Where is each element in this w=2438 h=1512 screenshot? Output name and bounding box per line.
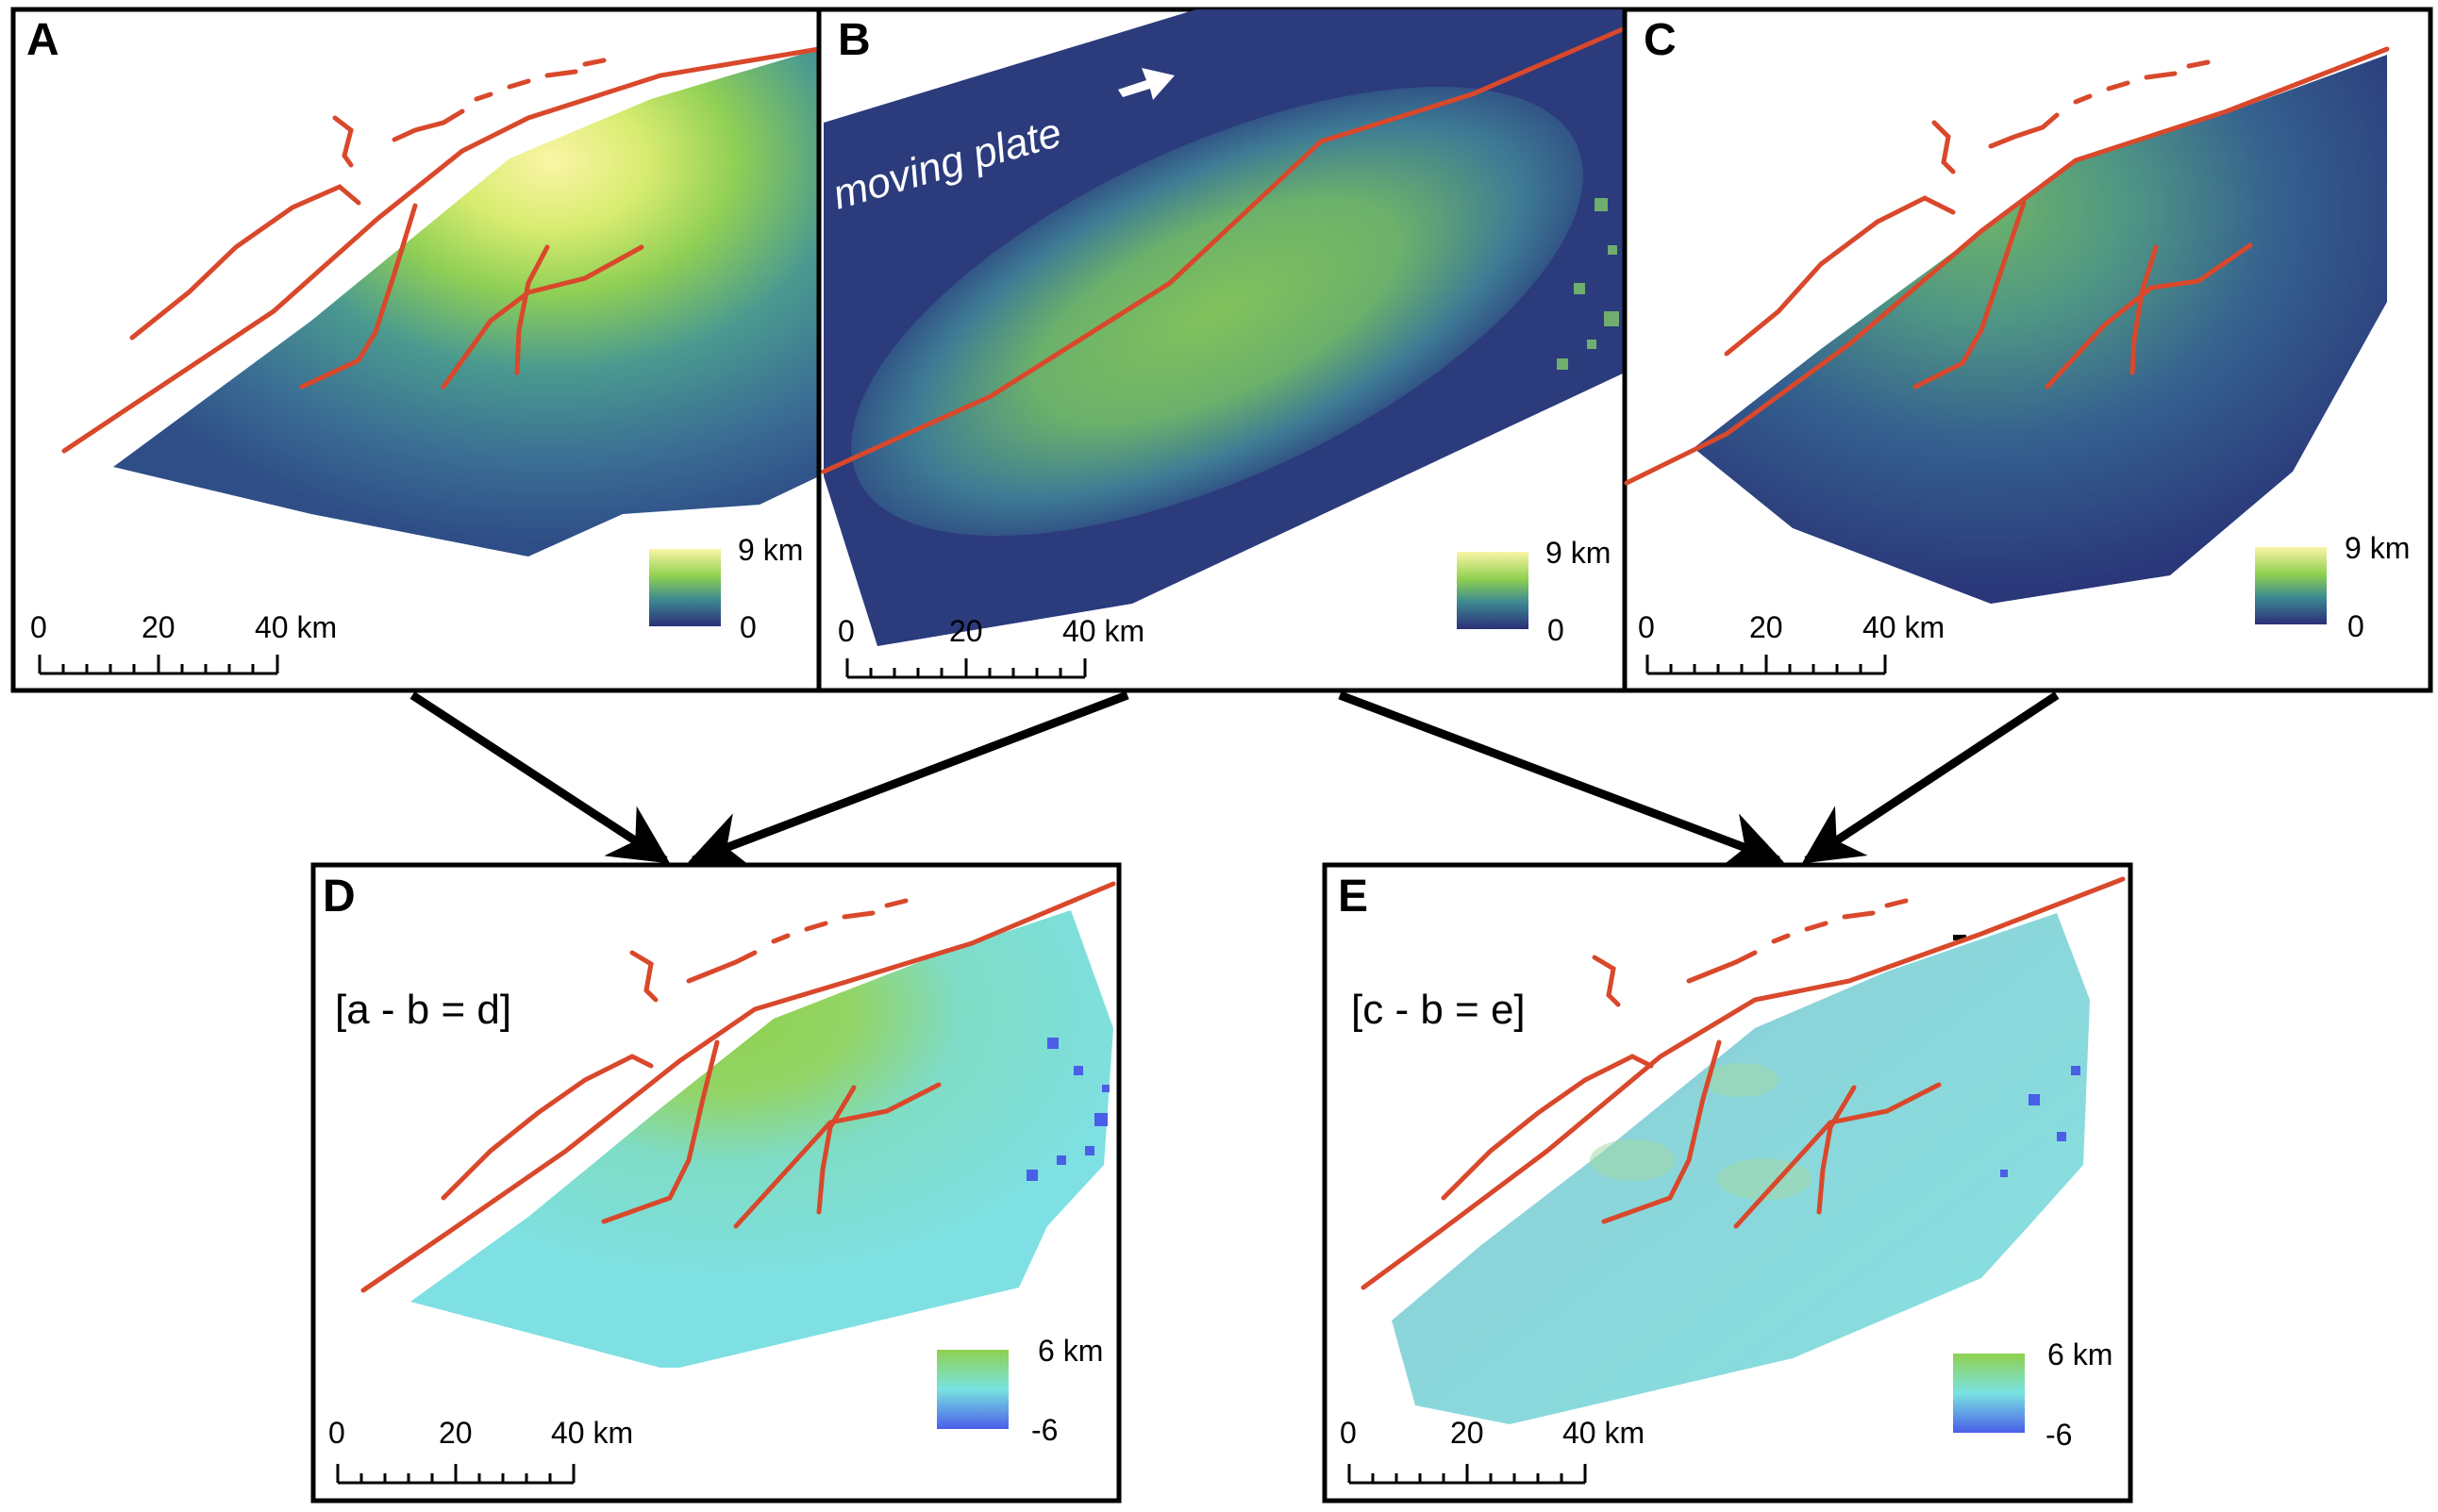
panel-b-legend-max: 9 km xyxy=(1545,536,1611,570)
panel-d-scale-20: 20 xyxy=(439,1416,473,1450)
panel-e-legend-min: -6 xyxy=(2046,1418,2072,1452)
panel-a: A 9 km 0 0 20 40 km xyxy=(10,7,822,693)
panel-b-arrow-icon xyxy=(1118,68,1175,100)
panel-e-legend-max: 6 km xyxy=(2047,1338,2112,1371)
panel-d-faults xyxy=(360,881,1116,1293)
panel-a-colorbar xyxy=(649,549,721,626)
panel-c-scale-0: 0 xyxy=(1638,610,1655,644)
panel-d-colorbar xyxy=(937,1350,1009,1429)
panel-d-legend-max: 6 km xyxy=(1038,1334,1103,1368)
panel-a-legend-max: 9 km xyxy=(738,533,803,567)
panel-a-legend-min: 0 xyxy=(740,610,757,644)
panel-e-scale-0: 0 xyxy=(1340,1416,1357,1450)
panel-c-label: C xyxy=(1644,15,1677,65)
panel-c-depth-map xyxy=(1694,55,2387,604)
panel-c: C 9 km 0 0 20 40 km xyxy=(1622,7,2433,693)
flow-arrows xyxy=(409,690,2060,870)
panel-d-label: D xyxy=(323,872,356,922)
panel-c-scale-bar xyxy=(1645,655,1887,675)
arrow-a-to-d xyxy=(409,691,671,864)
panel-b-scale-0: 0 xyxy=(838,614,855,648)
panel-c-legend-min: 0 xyxy=(2347,609,2364,643)
panel-c-legend-max: 9 km xyxy=(2345,531,2410,565)
panel-e-noise xyxy=(2000,1066,2080,1177)
panel-e-patches xyxy=(1590,1063,1812,1200)
panel-a-scale-bar xyxy=(38,655,279,675)
panel-b-scale-bar xyxy=(845,658,1087,679)
arrow-b-to-e xyxy=(1338,690,1784,870)
panel-b-legend-min: 0 xyxy=(1547,613,1564,647)
panel-e-scale-20: 20 xyxy=(1450,1416,1484,1450)
panel-e-scale-40: 40 km xyxy=(1562,1416,1645,1450)
arrow-b-to-d xyxy=(688,690,1129,870)
panel-e-label: E xyxy=(1338,872,1368,922)
panel-e-equation: [c - b = e] xyxy=(1351,987,1526,1033)
panel-d-scale-bar xyxy=(336,1464,576,1485)
panel-d-difference-map xyxy=(410,910,1113,1368)
panel-b-scale-20: 20 xyxy=(949,614,983,648)
panel-a-scale-40: 40 km xyxy=(255,610,337,644)
panel-d-legend-min: -6 xyxy=(1031,1413,1058,1447)
panel-e-marker xyxy=(1953,935,1966,940)
panel-a-label: A xyxy=(26,15,59,65)
panel-b: B moving plate 9 km 0 0 20 40 km xyxy=(816,7,1628,693)
panel-e-scale-bar xyxy=(1347,1464,1587,1485)
panel-b-noise xyxy=(1557,198,1619,370)
panel-d-scale-0: 0 xyxy=(328,1416,345,1450)
panel-a-depth-map xyxy=(113,49,819,557)
panel-b-colorbar xyxy=(1457,552,1528,629)
panel-b-scale-40: 40 km xyxy=(1062,614,1144,648)
panel-e-faults xyxy=(1361,876,2126,1290)
panel-b-label: B xyxy=(838,15,871,65)
panel-c-scale-20: 20 xyxy=(1749,610,1783,644)
panel-a-faults xyxy=(61,46,822,454)
panel-c-scale-40: 40 km xyxy=(1862,610,1945,644)
panel-d-scale-40: 40 km xyxy=(551,1416,633,1450)
arrow-c-to-e xyxy=(1801,691,2060,864)
panel-c-colorbar xyxy=(2255,547,2327,624)
panel-a-scale-20: 20 xyxy=(142,610,175,644)
panel-a-scale-0: 0 xyxy=(30,610,47,644)
panel-d-equation: [a - b = d] xyxy=(335,987,511,1033)
panel-b-faults xyxy=(821,25,1628,474)
panel-d-noise xyxy=(1027,1038,1110,1181)
panel-e: E [c - b = e] 6 km -6 0 20 40 km xyxy=(1322,862,2133,1504)
panel-d: D [a - b = d] 6 km -6 0 20 40 km xyxy=(310,862,1122,1504)
panel-e-colorbar xyxy=(1953,1354,2025,1433)
panel-c-faults xyxy=(1624,46,2390,486)
